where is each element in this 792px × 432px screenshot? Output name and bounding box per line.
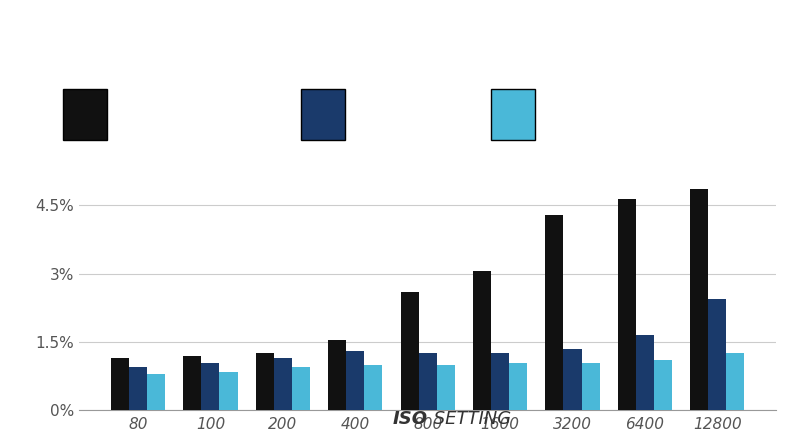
Bar xyxy=(618,199,636,410)
Bar xyxy=(690,190,708,410)
Text: ISO: ISO xyxy=(393,410,428,428)
Bar xyxy=(219,372,238,410)
Bar xyxy=(726,353,744,410)
Text: NR: NR xyxy=(356,105,387,124)
Text: SETTING: SETTING xyxy=(428,410,511,428)
Bar xyxy=(111,358,129,410)
Bar xyxy=(401,292,419,410)
Bar xyxy=(436,365,455,410)
Text: OFF: OFF xyxy=(157,105,201,124)
FancyBboxPatch shape xyxy=(301,89,345,140)
Bar xyxy=(346,351,364,410)
FancyBboxPatch shape xyxy=(491,89,535,140)
Bar xyxy=(201,362,219,410)
Bar xyxy=(147,374,166,410)
Bar xyxy=(636,335,654,410)
Bar xyxy=(328,340,346,410)
Text: LEVELS: LEVELS xyxy=(396,23,508,51)
FancyBboxPatch shape xyxy=(63,89,107,140)
Bar xyxy=(509,362,527,410)
Bar xyxy=(292,367,310,410)
Bar xyxy=(581,362,600,410)
Bar xyxy=(563,349,581,410)
Text: NOISE: NOISE xyxy=(300,23,396,51)
Bar xyxy=(473,271,491,410)
Bar xyxy=(183,356,201,410)
Bar xyxy=(654,360,672,410)
Text: NR: NR xyxy=(546,105,577,124)
Bar xyxy=(491,353,509,410)
Bar xyxy=(708,299,726,410)
Bar xyxy=(256,353,274,410)
Text: NR: NR xyxy=(119,105,150,124)
Bar xyxy=(419,353,436,410)
Text: NORMAL: NORMAL xyxy=(584,105,675,124)
Bar xyxy=(546,215,563,410)
Bar xyxy=(274,358,292,410)
Text: LOW: LOW xyxy=(394,105,445,124)
Bar xyxy=(364,365,383,410)
Bar xyxy=(129,367,147,410)
